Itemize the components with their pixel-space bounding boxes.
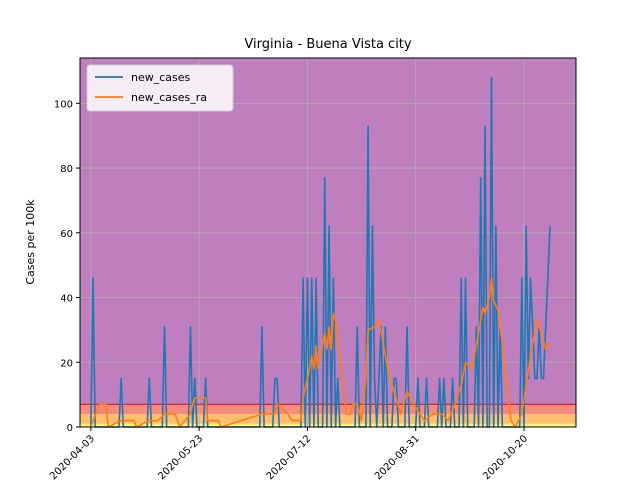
background-band-0 bbox=[80, 423, 576, 427]
background-band-2 bbox=[80, 404, 576, 415]
x-tick-label-1: 2020-05-23 bbox=[156, 433, 205, 480]
y-tick-label-4: 80 bbox=[60, 164, 73, 175]
y-tick-label-0: 0 bbox=[67, 423, 73, 434]
y-tick-label-1: 20 bbox=[60, 358, 73, 369]
legend-label-new_cases_ra: new_cases_ra bbox=[131, 91, 207, 104]
x-tick-label-0: 2020-04-03 bbox=[48, 433, 97, 480]
background-band-1 bbox=[80, 414, 576, 424]
y-tick-label-5: 100 bbox=[54, 99, 73, 110]
x-tick-label-3: 2020-08-31 bbox=[373, 433, 422, 480]
legend-label-new_cases: new_cases bbox=[131, 71, 191, 84]
chart-title: Virginia - Buena Vista city bbox=[244, 37, 412, 52]
x-tick-label-4: 2020-10-20 bbox=[481, 433, 530, 480]
y-tick-label-2: 40 bbox=[60, 294, 73, 305]
x-tick-label-2: 2020-07-12 bbox=[265, 433, 314, 480]
y-tick-label-3: 60 bbox=[60, 229, 73, 240]
legend-box bbox=[86, 64, 234, 112]
series-line-new_cases_ra bbox=[90, 277, 551, 428]
plot-area: 0 20 40 60 80 100 2020-04-03 2020-05-23 2020-07-… bbox=[48, 57, 577, 480]
plot-frame bbox=[79, 57, 577, 428]
y-axis-label: Cases per 100k bbox=[24, 199, 37, 285]
